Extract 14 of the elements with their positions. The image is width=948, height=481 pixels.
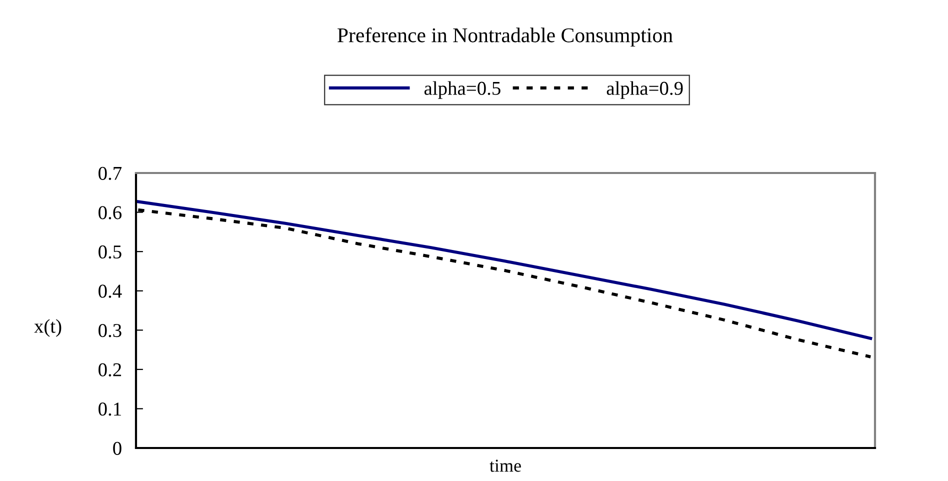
chart-title: Preference in Nontradable Consumption (338, 27, 673, 47)
y-tick-label: 0.1 (98, 402, 121, 416)
legend-label: alpha=0.5 (424, 81, 500, 99)
y-axis-title: x(t) (34, 319, 62, 337)
y-tick-label: 0.3 (98, 324, 122, 338)
line-series (136, 200, 872, 340)
legend-label: alpha=0.9 (606, 81, 683, 99)
y-tick-label: 0 (113, 442, 122, 455)
y-tick-label: 0.6 (98, 206, 122, 220)
x-axis-title: time (490, 460, 521, 472)
y-tick-label: 0.2 (98, 363, 122, 376)
y-tick-label: 0.4 (98, 284, 122, 298)
y-tick-label: 0.7 (98, 166, 122, 180)
y-tick-label: 0.5 (98, 245, 122, 259)
